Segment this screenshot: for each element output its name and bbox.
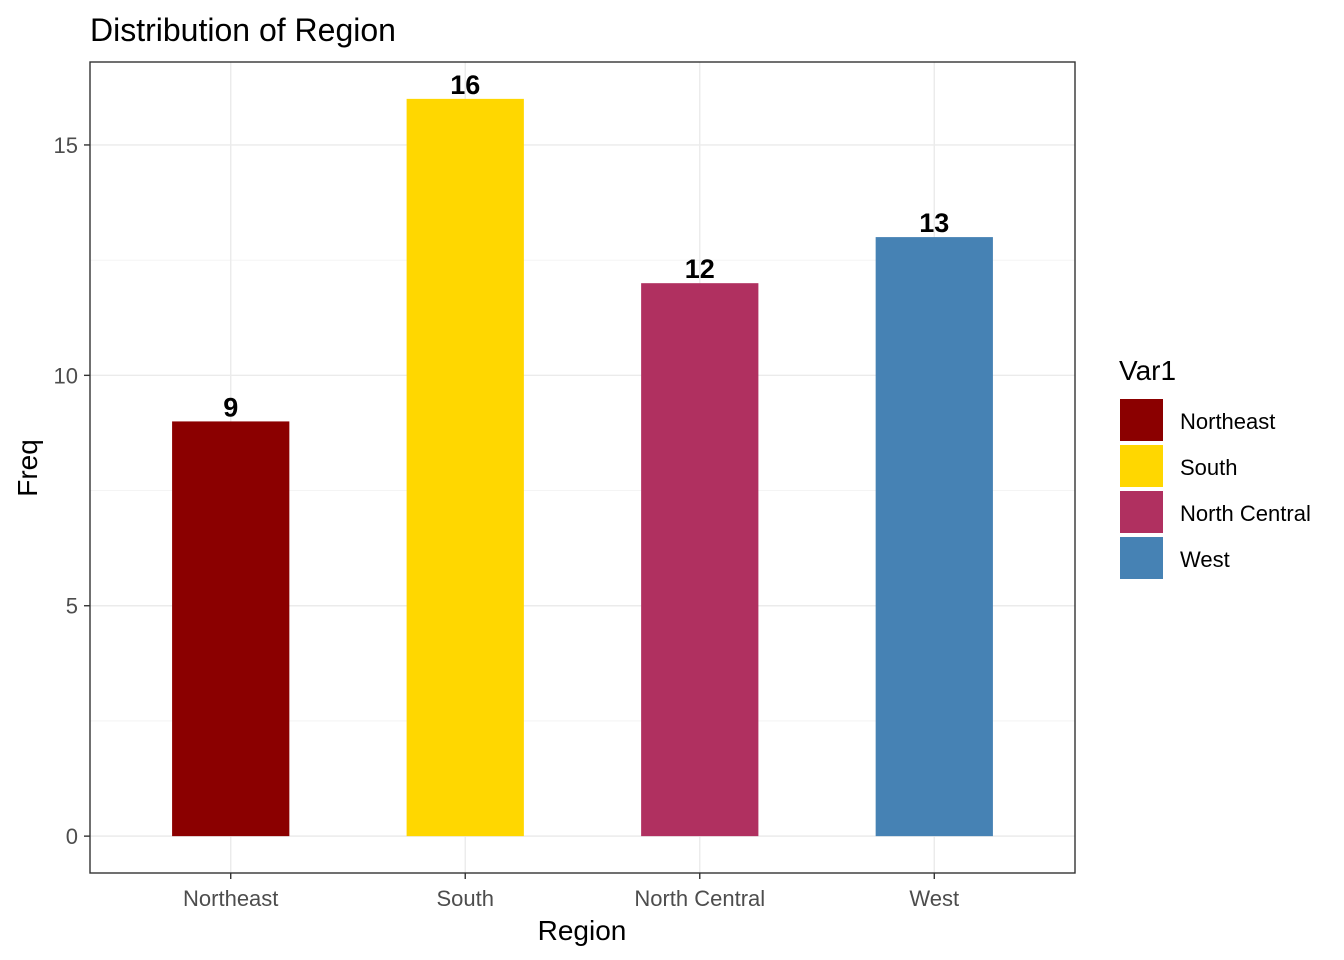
bar-west: [875, 237, 993, 837]
legend-key: [1120, 537, 1163, 579]
x-tick-label: North Central: [634, 886, 765, 911]
y-axis: 0 5 10 15: [54, 133, 90, 849]
y-tick-label: 0: [66, 824, 78, 849]
legend-label: North Central: [1180, 501, 1311, 526]
x-axis: Northeast South North Central West: [183, 873, 959, 911]
x-tick-label: West: [909, 886, 959, 911]
legend-key: [1120, 491, 1163, 533]
data-label: 9: [223, 392, 238, 422]
bars: [172, 98, 993, 837]
legend-label: West: [1180, 547, 1230, 572]
data-label: 13: [919, 208, 949, 238]
y-tick-label: 15: [54, 133, 78, 158]
x-tick-label: Northeast: [183, 886, 278, 911]
legend-key: [1120, 399, 1163, 441]
legend-title: Var1: [1119, 355, 1176, 386]
data-labels: 9 16 12 13: [223, 70, 949, 423]
panel-border: [89, 61, 1076, 874]
legend-label: South: [1180, 455, 1238, 480]
bar-north-central: [641, 283, 759, 837]
bar-northeast: [172, 421, 290, 837]
y-tick-label: 10: [54, 363, 78, 388]
bar-south: [406, 98, 524, 837]
legend-key: [1120, 445, 1163, 487]
data-label: 16: [450, 70, 480, 100]
x-axis-title: Region: [538, 915, 627, 946]
x-tick-label: South: [436, 886, 494, 911]
chart-title: Distribution of Region: [90, 12, 396, 48]
data-label: 12: [685, 254, 715, 284]
plot-panel: 9 16 12 13: [89, 61, 1076, 874]
y-axis-title: Freq: [12, 439, 43, 497]
legend-label: Northeast: [1180, 409, 1275, 434]
y-tick-label: 5: [66, 594, 78, 619]
legend: Var1 Northeast South North Central West: [1119, 355, 1311, 579]
